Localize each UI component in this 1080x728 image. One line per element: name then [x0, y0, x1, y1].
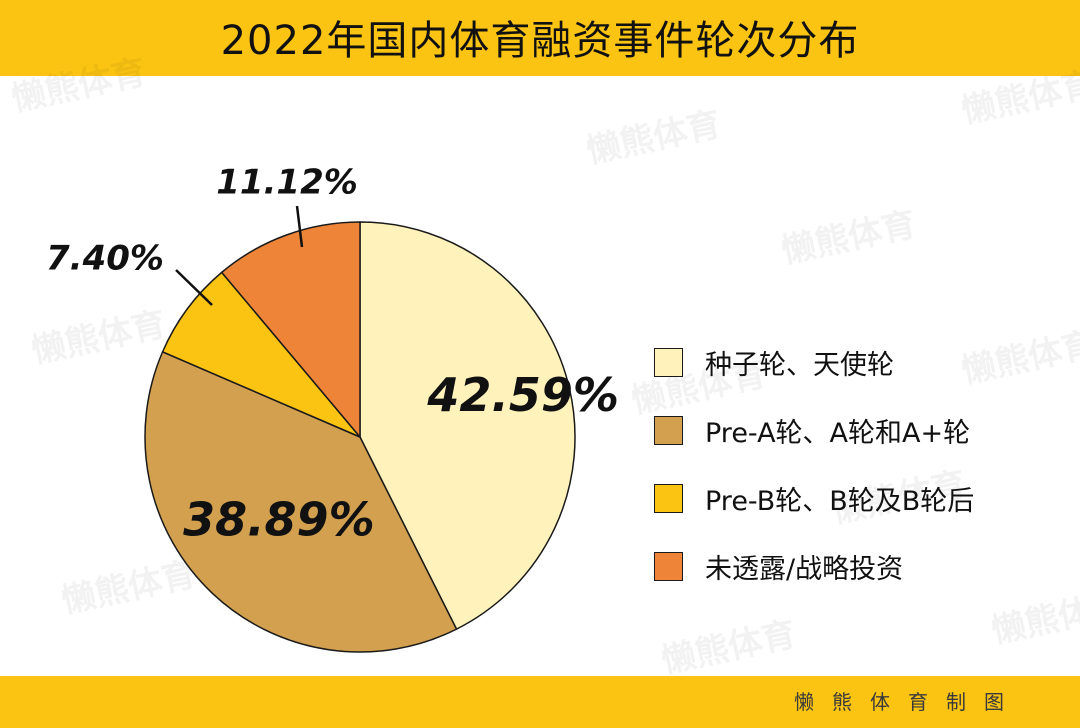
chart-title: 2022年国内体育融资事件轮次分布	[220, 18, 860, 64]
footer-bar	[0, 676, 1080, 728]
leader-lines	[175, 205, 304, 306]
legend-swatch	[654, 415, 683, 445]
slice-label: 11.12%	[216, 163, 358, 203]
slice-label: 7.40%	[46, 239, 164, 279]
legend: 种子轮、天使轮 Pre-A轮、A轮和A+轮 Pre-B轮、B轮及B轮后 未透露/…	[654, 345, 974, 617]
legend-label: Pre-A轮、A轮和A+轮	[705, 417, 971, 449]
slice-labels: 42.59% 38.89% 7.40% 11.12%	[46, 163, 619, 547]
leader-line	[175, 269, 213, 306]
credit-text: 懒熊体育制图	[794, 690, 1022, 714]
pie-slices	[144, 221, 576, 653]
legend-label: Pre-B轮、B轮及B轮后	[705, 485, 975, 517]
legend-swatch	[654, 483, 683, 513]
legend-item: 未透露/战略投资	[654, 549, 974, 585]
legend-label: 种子轮、天使轮	[705, 349, 894, 381]
pie-slice	[144, 350, 458, 653]
legend-swatch	[654, 347, 683, 377]
legend-item: Pre-B轮、B轮及B轮后	[654, 481, 975, 517]
slice-label: 38.89%	[183, 493, 375, 547]
pie-slice	[220, 221, 361, 440]
legend-swatch	[654, 551, 683, 581]
pie-slice	[359, 221, 576, 631]
legend-item: 种子轮、天使轮	[654, 345, 974, 381]
slice-label: 42.59%	[426, 368, 619, 422]
legend-item: Pre-A轮、A轮和A+轮	[654, 413, 974, 449]
legend-label: 未透露/战略投资	[705, 553, 904, 585]
pie-slice	[161, 271, 361, 438]
leader-line	[295, 205, 304, 248]
header-bar	[0, 0, 1080, 76]
